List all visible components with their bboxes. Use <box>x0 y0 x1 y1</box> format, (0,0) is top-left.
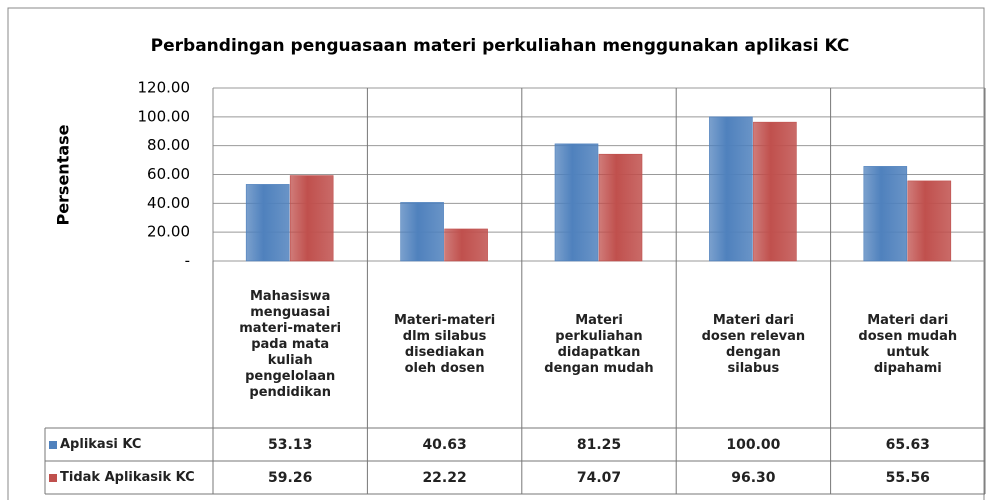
data-label: 65.63 <box>831 428 985 461</box>
category-label-text: Materi perkuliahan didapatkan dengan mud… <box>544 312 654 376</box>
data-label-text: 81.25 <box>576 436 622 453</box>
category-label: Materi perkuliahan didapatkan dengan mud… <box>544 261 654 428</box>
y-tick-label: 20.00 <box>147 223 190 241</box>
category-label-text: Materi dari dosen mudah untuk dipahami <box>858 312 958 376</box>
data-label-text: 40.63 <box>422 436 467 453</box>
data-label-text: 100.00 <box>726 436 781 453</box>
category-label: Materi-materi dlm silabus disediakan ole… <box>389 261 499 428</box>
legend-key <box>49 440 57 449</box>
y-tick-label: - <box>185 252 190 270</box>
category-label-text: Materi dari dosen relevan dengan silabus <box>701 312 806 376</box>
chart-border <box>7 7 985 500</box>
legend-text: Aplikasi KC <box>60 436 142 452</box>
legend-text: Tidak Aplikasik KC <box>60 469 195 485</box>
bar <box>598 153 643 262</box>
bar <box>289 175 334 262</box>
bar <box>753 121 797 262</box>
bar <box>709 116 753 262</box>
bar <box>554 143 599 262</box>
data-label-text: 53.13 <box>268 436 313 453</box>
y-axis-label: Persentase <box>54 124 73 225</box>
legend-entry: Aplikasi KC <box>45 428 213 461</box>
data-label: 96.30 <box>676 461 830 494</box>
bar <box>400 202 444 262</box>
data-label-text: 96.30 <box>731 469 776 486</box>
category-label-text: Materi-materi dlm silabus disediakan ole… <box>393 312 496 376</box>
data-label: 22.22 <box>367 461 521 494</box>
category-label: Materi dari dosen relevan dengan silabus <box>698 261 808 428</box>
data-label: 55.56 <box>831 461 985 494</box>
y-tick-label: 40.00 <box>147 194 190 212</box>
data-label: 40.63 <box>367 428 521 461</box>
data-label-text: 22.22 <box>422 469 467 486</box>
data-label: 100.00 <box>676 428 830 461</box>
data-label: 81.25 <box>522 428 676 461</box>
y-tick-label: 120.00 <box>138 79 191 97</box>
category-label: Mahasiswa menguasai materi-materi pada m… <box>235 261 345 428</box>
data-label-text: 59.26 <box>268 469 313 486</box>
data-label: 59.26 <box>213 461 367 494</box>
bar <box>245 184 290 262</box>
bar <box>863 166 908 262</box>
y-tick-label: 100.00 <box>138 107 191 125</box>
data-label-text: 74.07 <box>576 469 622 486</box>
category-label-text: Mahasiswa menguasai materi-materi pada m… <box>239 288 342 400</box>
data-label: 53.13 <box>213 428 367 461</box>
data-label-text: 55.56 <box>885 469 930 486</box>
legend-entry: Tidak Aplikasik KC <box>45 461 213 494</box>
bar <box>907 180 952 262</box>
y-tick-label: 80.00 <box>147 136 190 154</box>
bar <box>444 228 488 262</box>
y-tick-label: 60.00 <box>147 165 190 183</box>
legend-key <box>49 473 57 482</box>
data-label: 74.07 <box>522 461 676 494</box>
category-label: Materi dari dosen mudah untuk dipahami <box>853 261 963 428</box>
chart-title: Perbandingan penguasaan materi perkuliah… <box>151 36 850 56</box>
data-label-text: 65.63 <box>885 436 930 453</box>
